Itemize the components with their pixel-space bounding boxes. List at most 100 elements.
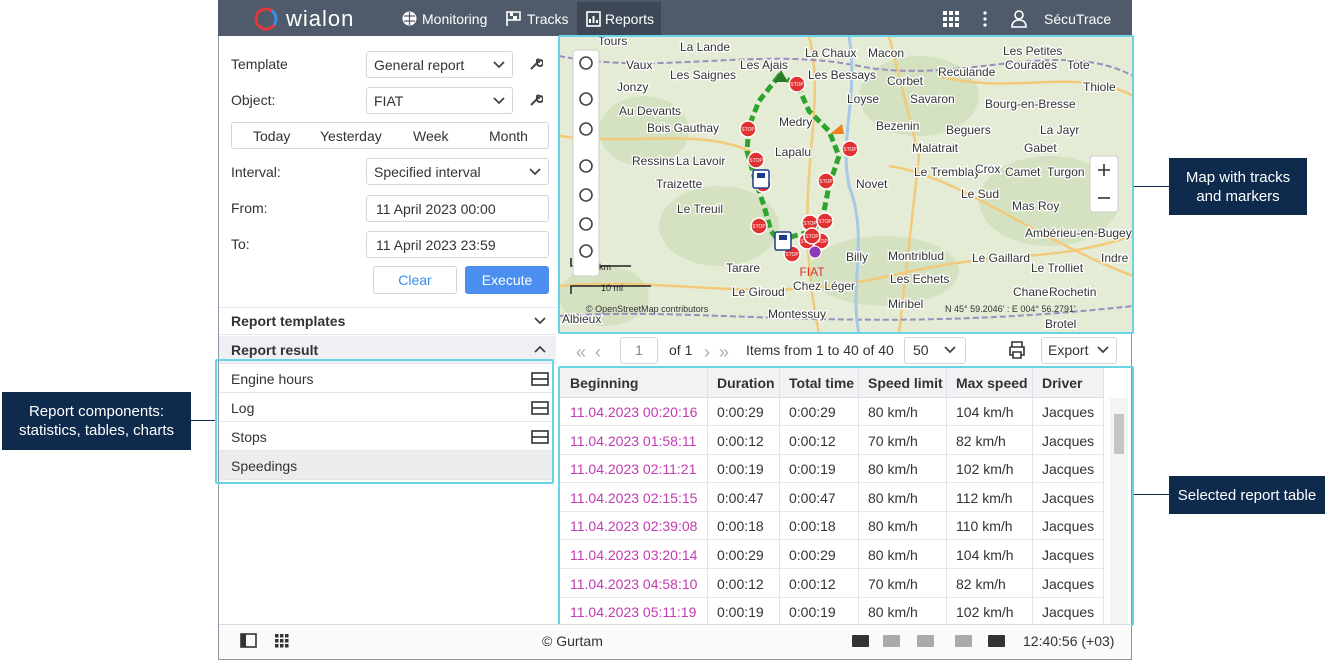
- table-link-cell[interactable]: 11.04.2023 04:58:10: [570, 575, 698, 592]
- component-row[interactable]: [219, 451, 552, 480]
- footer-tool-icon[interactable]: [851, 633, 871, 649]
- interval-select[interactable]: [366, 158, 549, 185]
- object-select-text[interactable]: FIAT: [374, 93, 404, 109]
- template-select-text[interactable]: General report: [374, 57, 465, 73]
- map-toolbar[interactable]: [572, 49, 600, 277]
- to-input[interactable]: [366, 231, 549, 258]
- column-header[interactable]: Duration: [717, 375, 775, 391]
- apps-footer-icon[interactable]: [275, 634, 290, 649]
- component-name[interactable]: Log: [231, 400, 255, 416]
- footer-tool-icon[interactable]: [954, 633, 974, 649]
- template-label: Template: [231, 56, 288, 72]
- per-page-value[interactable]: 50: [913, 342, 929, 358]
- print-icon[interactable]: [1007, 341, 1027, 359]
- user-icon[interactable]: [1011, 10, 1027, 28]
- clear-button[interactable]: Clear: [373, 266, 457, 294]
- nav-icon[interactable]: [585, 10, 602, 27]
- table-link-cell[interactable]: 11.04.2023 02:15:15: [570, 489, 698, 506]
- footer-tool: [852, 635, 869, 647]
- per-page-select[interactable]: [904, 337, 966, 364]
- footer-tool-icon[interactable]: [987, 633, 1007, 649]
- nav-icon[interactable]: [505, 10, 522, 27]
- object-select[interactable]: [366, 87, 513, 114]
- table-link-cell[interactable]: 11.04.2023 03:20:14: [570, 547, 698, 563]
- table-link-cell[interactable]: 11.04.2023 05:11:19: [570, 604, 697, 621]
- settings-icon[interactable]: [529, 57, 543, 71]
- footer-tool-icon[interactable]: [916, 633, 936, 649]
- table-cell: 80 km/h: [868, 547, 918, 563]
- export-text[interactable]: Export: [1048, 342, 1089, 358]
- map-place-label: Le Giroud: [732, 285, 785, 299]
- apps-icon[interactable]: [943, 11, 959, 27]
- table-cell: 0:00:29: [789, 404, 836, 420]
- table-link-cell[interactable]: 11.04.2023 01:58:11: [570, 432, 697, 449]
- period-tab[interactable]: Month: [489, 128, 528, 144]
- table-link-cell[interactable]: 11.04.2023 00:20:16: [570, 404, 698, 420]
- track-arrow: [774, 70, 788, 82]
- column-header[interactable]: Max speed: [956, 375, 1028, 391]
- settings-icon[interactable]: [529, 93, 543, 107]
- template-select[interactable]: [366, 51, 513, 78]
- table-cell: 80 km/h: [868, 489, 918, 506]
- scale-bar: [570, 258, 651, 294]
- period-tab[interactable]: Week: [413, 128, 449, 144]
- table-scrollbar[interactable]: [1110, 398, 1128, 624]
- component-name[interactable]: Engine hours: [231, 371, 314, 387]
- table-link-cell[interactable]: 11.04.2023 02:11:21: [570, 461, 697, 478]
- interval-select-text[interactable]: Specified interval: [374, 164, 481, 180]
- map-tool-button[interactable]: [579, 92, 593, 106]
- column-header[interactable]: Beginning: [570, 375, 639, 391]
- from-value[interactable]: 11 April 2023 00:00: [376, 201, 496, 217]
- period-tab[interactable]: Yesterday: [320, 128, 382, 144]
- map-tool-button[interactable]: [579, 159, 593, 173]
- map-tool-button[interactable]: [579, 122, 593, 136]
- pager-next-last[interactable]: › »: [704, 342, 732, 362]
- map-tool-button[interactable]: [579, 56, 593, 70]
- nav-icon[interactable]: [401, 10, 418, 27]
- nav-item[interactable]: Monitoring: [422, 11, 488, 27]
- map-tool-button[interactable]: [579, 217, 593, 231]
- table-row-line: [560, 425, 1103, 426]
- scale-km: km: [599, 262, 611, 272]
- component-name[interactable]: Stops: [231, 429, 267, 445]
- table-link-cell[interactable]: 11.04.2023 02:39:08: [570, 518, 698, 535]
- pager-first-prev[interactable]: « ‹: [576, 342, 604, 362]
- table-cell: Jacques: [1042, 547, 1095, 563]
- menu-icon[interactable]: [982, 11, 988, 27]
- table-cell: 80 km/h: [868, 404, 918, 420]
- map-tool-button[interactable]: [579, 244, 593, 258]
- column-header[interactable]: Speed limit: [868, 375, 943, 391]
- result-title[interactable]: Report result: [231, 342, 319, 358]
- nav-item[interactable]: Reports: [605, 11, 655, 27]
- nav-item[interactable]: Tracks: [527, 11, 569, 27]
- zoom-plus[interactable]: [1098, 164, 1110, 176]
- user-name[interactable]: SécuTrace: [1044, 11, 1112, 27]
- map-tool-button[interactable]: [579, 188, 593, 202]
- logo-arc-red: [254, 7, 276, 31]
- copyright: © Gurtam: [542, 633, 603, 649]
- component-row[interactable]: [219, 393, 552, 422]
- to-value[interactable]: 11 April 2023 23:59: [376, 237, 496, 253]
- column-header[interactable]: Total time: [789, 375, 855, 391]
- table-icon: [531, 401, 549, 415]
- footer-tool-icon[interactable]: [882, 633, 902, 649]
- page-input[interactable]: 1: [620, 337, 658, 364]
- component-row[interactable]: [219, 364, 552, 393]
- items-info: Items from 1 to 40 of 40: [746, 342, 894, 358]
- footer-tool: [988, 635, 1005, 647]
- map-place-label: Tarare: [726, 261, 760, 275]
- zoom-control[interactable]: [1089, 155, 1119, 213]
- templates-bar[interactable]: [219, 307, 556, 335]
- component-row[interactable]: [219, 422, 552, 451]
- execute-button[interactable]: Execute: [465, 266, 549, 294]
- map-road: [888, 164, 1133, 278]
- table-cell: Jacques: [1042, 461, 1095, 478]
- from-input[interactable]: [366, 195, 549, 222]
- period-tab[interactable]: Today: [253, 128, 291, 144]
- map-place-label: Indre: [1101, 251, 1129, 265]
- templates-title[interactable]: Report templates: [231, 313, 346, 329]
- column-header[interactable]: Driver: [1042, 375, 1083, 391]
- panel-icon[interactable]: [240, 633, 258, 649]
- table-scroll-thumb[interactable]: [1114, 414, 1124, 454]
- component-name[interactable]: Speedings: [231, 458, 298, 474]
